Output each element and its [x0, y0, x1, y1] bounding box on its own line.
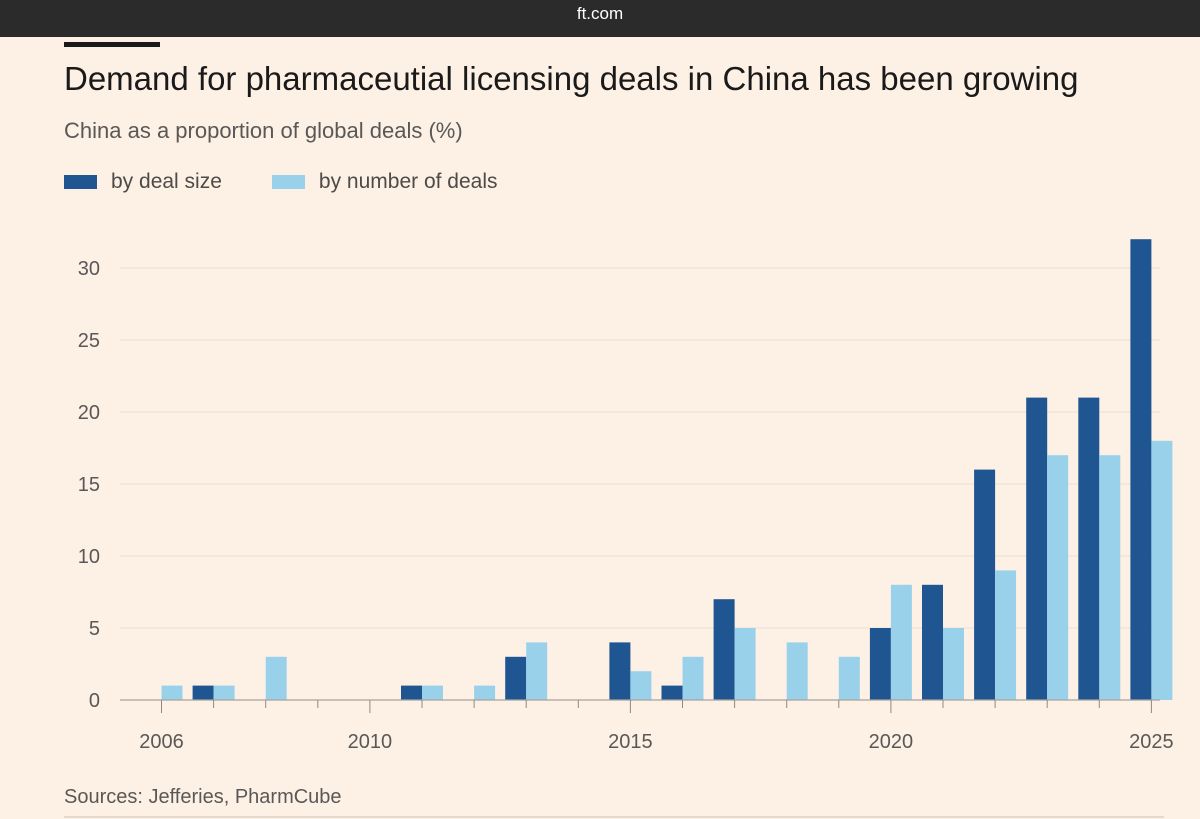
legend-label-number-of-deals: by number of deals	[318, 170, 498, 193]
legend-swatch-deal-size	[64, 175, 97, 189]
bar-number-of-deals-2013	[526, 642, 548, 700]
title-accent-rule	[64, 42, 160, 47]
y-tick-label: 25	[78, 330, 100, 352]
chart-subtitle: China as a proportion of global deals (%…	[64, 118, 463, 143]
bar-deal-size-2025	[1130, 239, 1152, 700]
bar-number-of-deals-2024	[1099, 455, 1121, 700]
bar-number-of-deals-2007	[213, 685, 235, 700]
bar-number-of-deals-2020	[890, 584, 912, 700]
bar-deal-size-2022	[974, 469, 996, 700]
bar-number-of-deals-2006	[161, 685, 183, 700]
bar-number-of-deals-2025	[1151, 440, 1173, 700]
y-tick-label: 20	[78, 402, 100, 424]
y-tick-label: 15	[78, 474, 100, 496]
bar-number-of-deals-2015	[630, 671, 652, 700]
bar-number-of-deals-2023	[1047, 455, 1069, 700]
url-text: ft.com	[576, 4, 624, 23]
bar-deal-size-2017	[713, 599, 735, 700]
bar-number-of-deals-2017	[734, 628, 756, 700]
legend-item-number-of-deals: by number of deals	[271, 170, 498, 194]
bar-number-of-deals-2008	[265, 656, 287, 700]
bar-number-of-deals-2012	[474, 685, 496, 700]
legend-swatch-number-of-deals	[271, 175, 305, 189]
bar-deal-size-2020	[869, 628, 891, 700]
bar-deal-size-2023	[1026, 397, 1048, 700]
bar-deal-size-2007	[192, 685, 214, 700]
bar-number-of-deals-2018	[786, 642, 808, 700]
bar-number-of-deals-2016	[682, 656, 704, 700]
bar-number-of-deals-2019	[838, 656, 860, 700]
x-tick-label: 2010	[348, 731, 393, 753]
x-tick-label: 2015	[608, 731, 653, 753]
bar-deal-size-2011	[401, 685, 422, 700]
bar-number-of-deals-2021	[943, 628, 964, 700]
bar-number-of-deals-2022	[995, 570, 1017, 700]
bar-deal-size-2013	[505, 656, 527, 700]
browser-address-bar[interactable]: ft.com	[0, 0, 1200, 37]
chart-legend: by deal size by number of deals	[64, 169, 548, 195]
y-tick-label: 10	[78, 546, 100, 568]
bar-deal-size-2015	[609, 642, 631, 700]
x-tick-label: 2025	[1129, 731, 1174, 753]
bar-deal-size-2024	[1078, 397, 1100, 700]
y-tick-label: 5	[89, 618, 100, 640]
y-tick-label: 30	[78, 258, 100, 280]
legend-label-deal-size: by deal size	[111, 170, 222, 193]
chart-title: Demand for pharmaceutial licensing deals…	[64, 60, 1079, 97]
bottom-rule	[64, 816, 1164, 818]
bar-number-of-deals-2011	[422, 685, 443, 700]
bar-deal-size-2021	[922, 584, 943, 700]
x-tick-label: 2006	[139, 731, 184, 753]
x-tick-label: 2020	[869, 731, 914, 753]
chart-source: Sources: Jefferies, PharmCube	[64, 786, 342, 808]
bar-deal-size-2016	[661, 685, 683, 700]
y-tick-label: 0	[89, 690, 100, 712]
legend-item-deal-size: by deal size	[64, 170, 222, 194]
